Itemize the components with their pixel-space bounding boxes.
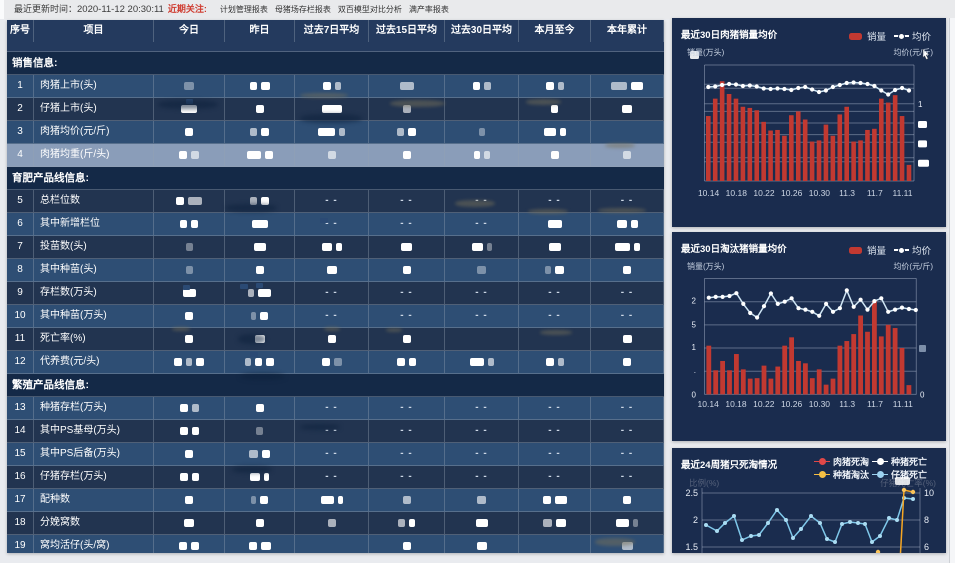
svg-text:10.30: 10.30 (809, 399, 831, 409)
svg-text:.: . (694, 366, 696, 375)
svg-text:10.26: 10.26 (781, 188, 803, 198)
svg-text:6: 6 (924, 542, 929, 552)
svg-text:2: 2 (693, 515, 698, 525)
svg-text:1.5: 1.5 (685, 542, 698, 552)
svg-text:1: 1 (918, 100, 923, 109)
svg-text:11.3: 11.3 (839, 188, 855, 198)
svg-text:11.3: 11.3 (839, 399, 855, 409)
svg-text:10: 10 (924, 488, 934, 498)
svg-text:5: 5 (692, 321, 697, 330)
svg-text:8: 8 (924, 515, 929, 525)
svg-text:2: 2 (692, 297, 697, 306)
svg-text:11.11: 11.11 (892, 188, 912, 198)
svg-text:10.30: 10.30 (809, 188, 831, 198)
svg-text:1: 1 (692, 343, 697, 352)
svg-text:10.22: 10.22 (753, 188, 775, 198)
svg-text:10.14: 10.14 (698, 399, 720, 409)
svg-text:10.26: 10.26 (781, 399, 803, 409)
svg-text:0: 0 (920, 390, 925, 399)
svg-text:11.11: 11.11 (893, 399, 913, 409)
svg-text:10.14: 10.14 (698, 188, 720, 198)
svg-text:11.7: 11.7 (867, 188, 883, 198)
svg-text:11.7: 11.7 (867, 399, 883, 409)
svg-text:10.18: 10.18 (725, 399, 747, 409)
svg-text:10.18: 10.18 (726, 188, 748, 198)
svg-text:2.5: 2.5 (685, 488, 698, 498)
svg-text:10.22: 10.22 (753, 399, 775, 409)
svg-text:0: 0 (692, 390, 697, 399)
